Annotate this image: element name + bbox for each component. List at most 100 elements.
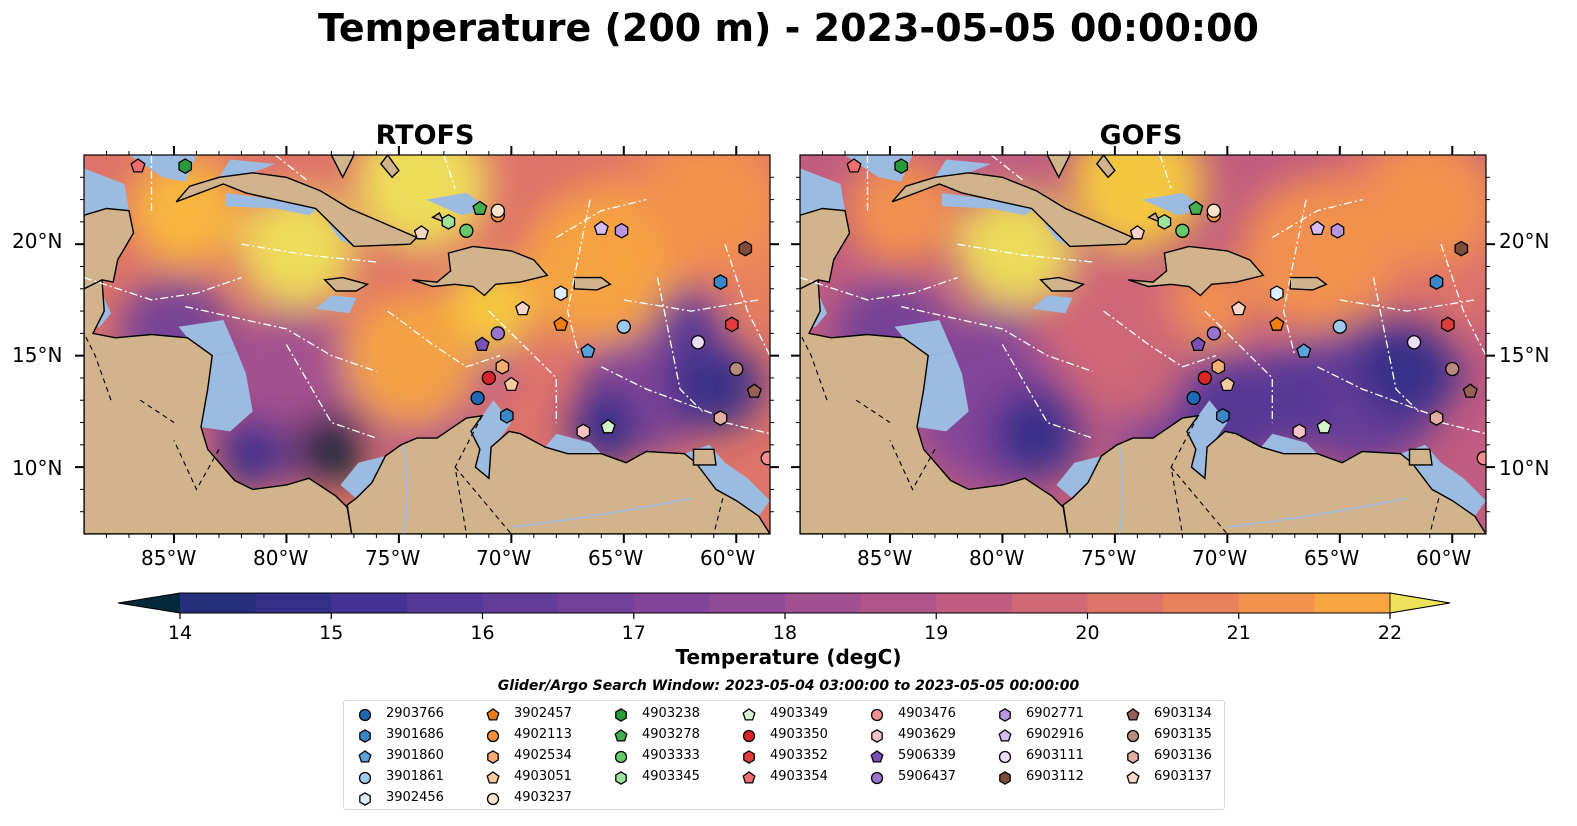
x-tick-label: 70°W: [1192, 546, 1248, 570]
legend-marker: [487, 750, 499, 764]
eez-boundary: [1282, 199, 1307, 356]
land-puertoRico: [1289, 276, 1328, 291]
shelf-area: [935, 159, 992, 178]
map-panel-gofs: [800, 155, 1486, 534]
land-yucatan: [84, 207, 135, 290]
legend-marker: [358, 708, 372, 722]
temperature-field: [833, 155, 1486, 490]
legend-label: 4902113: [514, 727, 572, 742]
eez-boundary: [724, 243, 770, 356]
legend-marker: [871, 729, 883, 743]
station-marker: [1440, 316, 1455, 333]
legend-marker: [359, 729, 371, 743]
legend-marker: [870, 708, 884, 722]
shelf-area: [545, 433, 602, 454]
station-marker: [500, 407, 514, 424]
shelf-area: [84, 168, 129, 216]
land-hispaniola: [412, 245, 549, 297]
colorbar-bin: [633, 593, 710, 613]
legend-marker: [358, 771, 372, 785]
legend-label: 4903349: [770, 706, 828, 721]
colorbar-bin: [785, 593, 862, 613]
station-marker: [593, 220, 609, 236]
land-yucatan: [800, 207, 851, 290]
legend-marker: [870, 708, 884, 722]
legend-marker: [614, 729, 628, 742]
station-marker: [1175, 223, 1190, 238]
legend-marker: [742, 771, 756, 784]
land-hispaniola: [1128, 245, 1265, 297]
legend-marker: [742, 729, 756, 743]
x-tick-label: 70°W: [476, 546, 532, 570]
station-marker: [1269, 285, 1284, 302]
station-marker: [1269, 316, 1285, 331]
eez-boundary: [901, 305, 1093, 372]
legend-marker: [358, 750, 372, 763]
station-marker: [746, 383, 762, 398]
station-marker: [1292, 423, 1307, 440]
station-marker: [470, 390, 485, 406]
eez-boundary: [623, 299, 759, 312]
station-marker: [490, 326, 505, 341]
x-tick-label: 65°W: [588, 546, 644, 570]
legend-marker: [998, 750, 1012, 764]
legend-label: 6903136: [1154, 748, 1212, 763]
shelf-area: [225, 192, 318, 216]
y-tick-label: 10°N: [1499, 456, 1550, 480]
country-border: [454, 466, 512, 534]
station-marker: [738, 240, 753, 257]
land-centralAmerica: [84, 278, 353, 534]
station-marker: [553, 285, 568, 302]
colorbar-bin: [860, 593, 937, 613]
country-border: [713, 498, 724, 534]
eez-boundary: [1317, 366, 1442, 419]
station-marker: [1309, 220, 1325, 236]
station-marker: [1206, 326, 1221, 341]
eez-boundary: [1440, 421, 1486, 435]
eez-boundary: [241, 243, 377, 263]
legend-marker: [615, 771, 627, 785]
station-marker: [729, 361, 744, 377]
colorbar-tick-label: 17: [622, 622, 646, 644]
legend-label: 4903238: [642, 706, 700, 721]
land-bahamas1: [1046, 155, 1071, 179]
station-marker: [616, 319, 631, 334]
station-marker: [1462, 383, 1478, 398]
shelf-area: [894, 320, 953, 356]
legend-label: 5906437: [898, 769, 956, 784]
legend-label: 6903111: [1026, 748, 1084, 763]
country-border: [84, 333, 112, 401]
station-marker: [600, 418, 616, 434]
station-marker: [1332, 319, 1347, 334]
legend-marker: [614, 729, 628, 742]
legend-label: 3901686: [386, 727, 444, 742]
legend-marker: [1126, 729, 1140, 743]
colorbar: 14 15 16 17 18 19 20 21 22: [117, 592, 1451, 644]
colorbar-bin: [709, 593, 786, 613]
legend-marker: [999, 708, 1011, 722]
legend-marker: [615, 771, 627, 785]
legend-label: 4903352: [770, 748, 828, 763]
legend-marker: [486, 729, 500, 743]
legend-label: 4903350: [770, 727, 828, 742]
legend-label: 6903137: [1154, 769, 1212, 784]
colorbar-bin: [1087, 593, 1164, 613]
legend-label: 4903278: [642, 727, 700, 742]
land-trinidad: [1408, 448, 1433, 466]
colorbar-bin: [1314, 593, 1391, 613]
land-bahamas3: [1147, 211, 1162, 224]
station-marker: [713, 410, 728, 426]
legend-marker: [486, 771, 500, 784]
eez-boundary: [800, 276, 958, 301]
legend-marker: [486, 771, 500, 784]
legend-marker: [998, 729, 1012, 742]
map-panels: [75, 146, 1495, 543]
station-marker: [1296, 343, 1312, 358]
eez-boundary: [1372, 277, 1419, 412]
land-bahamas1: [330, 155, 355, 179]
legend-marker: [1126, 771, 1140, 784]
colorbar-tick-label: 20: [1075, 622, 1099, 644]
shelf-area: [201, 351, 253, 432]
shelf-area: [425, 192, 489, 216]
map-frame: [83, 154, 771, 535]
